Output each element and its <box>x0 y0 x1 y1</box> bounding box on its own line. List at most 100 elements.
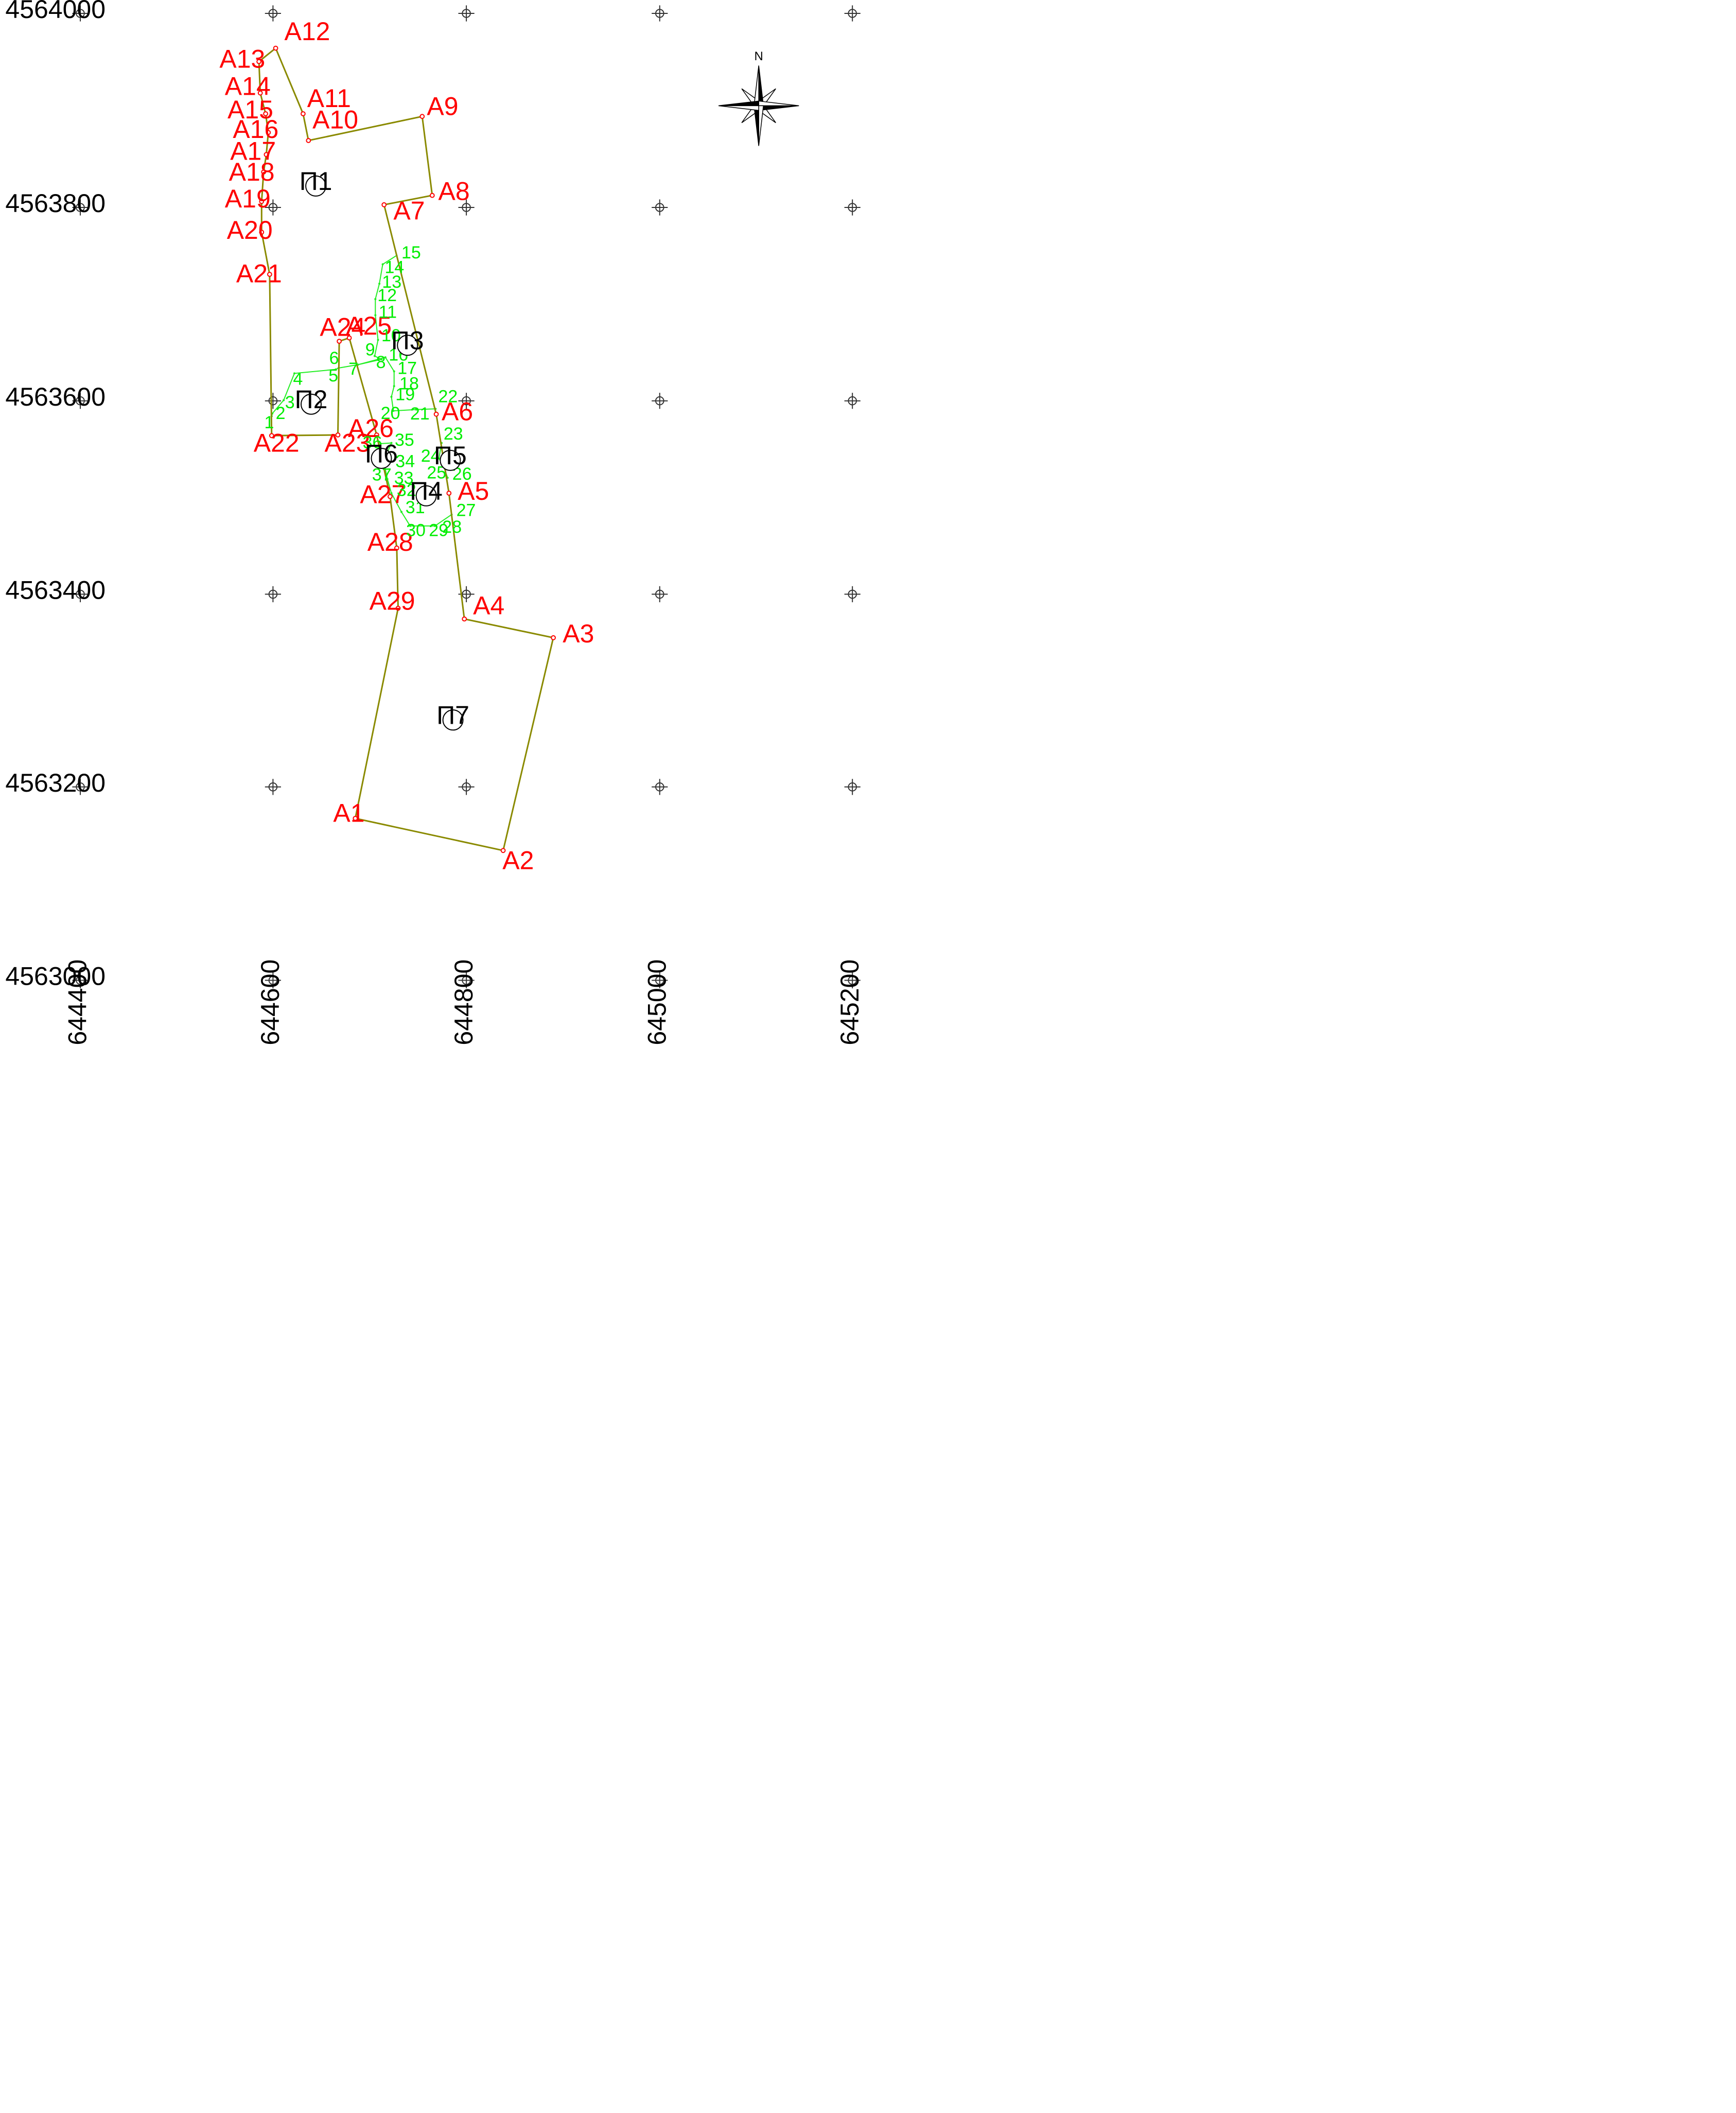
outer-point-label: A24 <box>320 313 365 342</box>
outer-boundary <box>258 47 554 852</box>
inner-point-label: 17 <box>397 359 417 378</box>
outer-point-label: A8 <box>439 177 470 206</box>
boundary-vertex <box>446 491 452 496</box>
inner-point-label: 19 <box>395 385 415 404</box>
inner-point-label: 18 <box>399 374 419 394</box>
inner-vertex <box>335 368 337 371</box>
parcel-circle <box>440 449 461 471</box>
outer-point-labels: A1A2A3A4A5A6A7A8A9A10A11A12A13A14A15A16A… <box>219 17 594 875</box>
boundary-vertex <box>256 59 262 64</box>
x-coordinate-label: 644600 <box>256 959 285 1045</box>
boundary-vertex <box>266 130 271 135</box>
boundary-vertex <box>264 152 269 158</box>
outer-point-label: A18 <box>229 158 275 186</box>
boundary-vertex <box>301 111 306 116</box>
x-coordinate-label: 645000 <box>643 959 672 1045</box>
inner-point-label: 21 <box>410 404 430 424</box>
boundary-vertex <box>429 193 435 198</box>
inner-vertex <box>379 442 382 445</box>
parcel-label: П5 <box>434 441 467 470</box>
boundary-vertex <box>353 816 358 821</box>
compass-point <box>718 105 759 111</box>
boundary-vertex <box>261 169 267 175</box>
inner-point-label: 34 <box>395 451 415 471</box>
parcel-circle <box>301 393 322 415</box>
inner-vertex <box>373 355 376 357</box>
inner-vertex <box>433 525 436 527</box>
boundary-vertex <box>257 90 263 96</box>
boundary-vertex <box>269 433 274 439</box>
inner-vertex <box>381 263 384 266</box>
inner-point-label: 23 <box>444 424 463 444</box>
outer-point-label: A4 <box>473 591 504 620</box>
parcel-label: П3 <box>391 326 424 355</box>
outer-point-label: A23 <box>325 429 371 458</box>
boundary-vertex <box>419 114 425 119</box>
boundary-vertex <box>259 199 265 204</box>
outer-point-label: A22 <box>254 429 300 458</box>
outer-point-label: A9 <box>427 92 458 121</box>
inner-boundary-lines <box>270 254 453 527</box>
compass-point <box>758 65 764 107</box>
outer-point-label: A11 <box>307 84 351 113</box>
boundary-vertex <box>306 138 311 143</box>
compass-point <box>758 105 764 146</box>
outer-point-label: A2 <box>502 846 534 875</box>
inner-point-label: 12 <box>377 286 397 305</box>
inner-point-label: 3 <box>285 393 295 412</box>
inner-point-label: 32 <box>397 480 416 500</box>
inner-point-label: 24 <box>421 446 441 466</box>
boundary-vertex <box>267 272 272 277</box>
inner-point-label: 13 <box>382 272 401 292</box>
inner-point-label: 14 <box>385 257 405 277</box>
inner-vertex <box>390 492 393 495</box>
boundary-vertex <box>335 432 341 438</box>
boundary-vertex <box>462 616 467 622</box>
boundary-vertex <box>394 545 399 551</box>
inner-point-label: 4 <box>293 370 303 389</box>
boundary-vertex <box>346 335 352 341</box>
y-coordinate-label: 4563400 <box>5 576 106 605</box>
outer-point-label: A5 <box>458 477 489 505</box>
inner-boundary <box>358 357 436 412</box>
inner-point-label: 28 <box>442 517 462 537</box>
x-coordinate-labels: 644400 644600 644800 645000 645200 <box>63 959 864 1045</box>
boundary-vertex <box>263 111 268 116</box>
inner-point-label: 6 <box>329 348 339 368</box>
inner-point-label: 20 <box>381 404 400 423</box>
parcel-circle <box>415 485 437 507</box>
y-coordinate-label: 4563600 <box>5 382 106 411</box>
outer-point-label: A10 <box>312 106 358 134</box>
inner-vertex <box>392 410 395 412</box>
y-coordinate-labels: 4564000 4563800 4563600 4563400 4563200 45630… <box>5 0 106 991</box>
inner-point-label: 5 <box>328 366 338 386</box>
inner-vertex <box>393 370 395 373</box>
inner-vertex <box>378 283 381 285</box>
boundary-vertex <box>433 411 439 417</box>
boundary-vertex <box>395 605 401 611</box>
compass-point <box>758 100 799 107</box>
inner-vertex <box>283 399 285 401</box>
boundary-vertex <box>551 635 556 640</box>
boundary-vertex <box>500 848 506 853</box>
parcel-circle <box>371 448 392 469</box>
inner-point-label: 2 <box>276 404 286 423</box>
inner-point-label: 33 <box>394 468 414 488</box>
inner-point-label: 9 <box>365 340 375 359</box>
parcel-label: П7 <box>436 701 469 730</box>
outer-point-label: A6 <box>442 397 473 426</box>
inner-vertex <box>374 298 377 301</box>
outer-point-label: A14 <box>225 72 271 101</box>
inner-vertex <box>400 511 403 513</box>
y-coordinate-label: 4563800 <box>5 189 106 218</box>
y-coordinate-label: 4563200 <box>5 769 106 797</box>
outer-point-label: A29 <box>370 586 415 615</box>
inner-vertex <box>293 372 296 375</box>
north-arrow-icon: N <box>718 49 799 146</box>
y-coordinate-label: 4564000 <box>5 0 106 24</box>
inner-point-label: 30 <box>406 520 426 540</box>
inner-vertex <box>393 385 395 388</box>
x-coordinate-label: 644400 <box>63 959 92 1045</box>
